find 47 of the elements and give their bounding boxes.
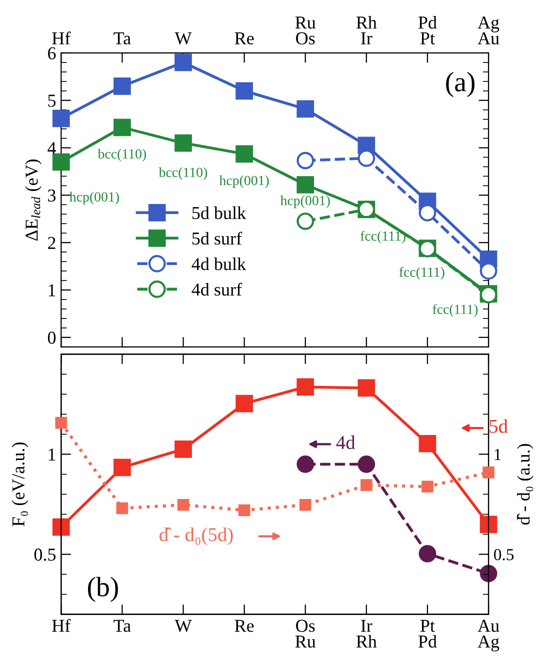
y2-tick-label: 1 — [494, 449, 501, 460]
x-tick-label: Hf — [52, 32, 71, 44]
x-tick-label: Ta — [114, 32, 131, 44]
legend-label: 4d surf — [192, 282, 242, 296]
series-label: d̂ - d₀(5d) — [160, 527, 233, 546]
y-axis-title: F₀ (eV/a.u.) — [12, 442, 28, 526]
y-tick-label: 1 — [48, 448, 56, 460]
y-tick-label: 2 — [48, 236, 56, 249]
annotation: fcc(111) — [432, 304, 478, 317]
annotation: (a) — [446, 72, 474, 98]
x-tick-label: Re — [234, 620, 254, 632]
legend-label: 4d — [336, 435, 356, 450]
annotation: bcc(110) — [98, 148, 146, 162]
annotation: hcp(001) — [219, 175, 269, 188]
annotation: hcp(001) — [280, 196, 330, 208]
x-tick-label: Re — [234, 32, 254, 44]
x-tick-label: Ru Os — [295, 16, 316, 44]
annotation: bcc(110) — [158, 167, 208, 180]
annotation: hcp(001) — [70, 192, 119, 204]
x-tick-label: Rh Ir — [356, 16, 377, 44]
legend-label: 5d — [490, 419, 508, 433]
x-tick-label: Ir Rh — [356, 620, 377, 648]
annotation: fcc(111) — [399, 266, 444, 280]
x-tick-label: Pd Pt — [418, 16, 437, 44]
y-tick-label: 0.5 — [34, 548, 56, 561]
y-tick-label: 6 — [48, 47, 56, 60]
annotation: fcc(111) — [360, 230, 406, 244]
legend-label: 5d bulk — [192, 206, 246, 220]
legend-label: 4d bulk — [192, 257, 246, 270]
legend-label: 5d surf — [192, 232, 242, 245]
x-tick-label: Pt Pd — [418, 620, 437, 648]
x-tick-label: Hf — [52, 619, 71, 632]
x-tick-label: Os Ru — [295, 620, 316, 648]
x-tick-label: W — [174, 32, 192, 45]
y-tick-label: 1 — [48, 284, 56, 296]
y-tick-label: 4 — [48, 142, 56, 154]
y2-axis-title: d̂ - d₀ (a.u.) — [516, 444, 534, 525]
annotation: (b) — [88, 576, 118, 602]
y-tick-label: 5 — [48, 94, 56, 107]
x-tick-label: Au Ag — [478, 620, 500, 652]
x-tick-label: Ta — [114, 620, 131, 632]
y-tick-label: 0 — [48, 332, 56, 344]
x-tick-label: Ag Au — [478, 16, 500, 44]
y-axis-title: ΔE$_{lead}$ (eV) — [25, 160, 42, 241]
y-tick-label: 3 — [48, 189, 56, 202]
y2-tick-label: 0.5 — [494, 548, 514, 560]
x-tick-label: W — [174, 620, 192, 632]
